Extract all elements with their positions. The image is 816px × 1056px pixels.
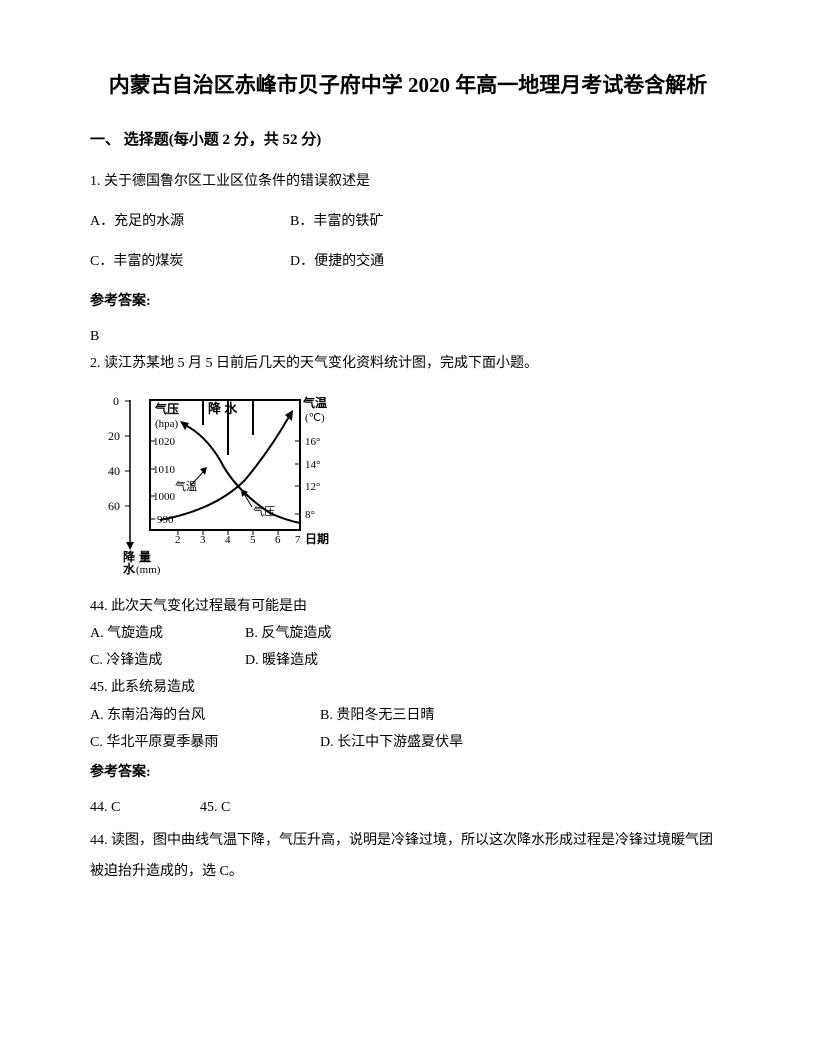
ptick-1020: 1020 bbox=[153, 436, 176, 448]
ttick-12: 12° bbox=[305, 481, 320, 493]
temp-curve-label: 气温 bbox=[175, 479, 197, 493]
q1-opt-c: C．丰富的煤炭 bbox=[90, 249, 290, 274]
ptick-990: 990 bbox=[157, 514, 174, 526]
q1-opt-a: A．充足的水源 bbox=[90, 209, 290, 234]
q2-text: 2. 读江苏某地 5 月 5 日前后几天的天气变化资料统计图，完成下面小题。 bbox=[90, 351, 726, 376]
tick-40: 40 bbox=[108, 464, 120, 478]
q1-options-row2: C．丰富的煤炭 D．便捷的交通 bbox=[90, 249, 726, 274]
tick-20: 20 bbox=[108, 429, 120, 443]
ans-45: 45. C bbox=[200, 795, 310, 820]
xtick-3: 3 bbox=[200, 534, 206, 546]
ttick-16: 16° bbox=[305, 436, 320, 448]
temp-unit: (℃) bbox=[305, 412, 325, 424]
xtick-5: 5 bbox=[250, 534, 256, 546]
precip-unit: (mm) bbox=[136, 564, 161, 575]
xtick-2: 2 bbox=[175, 534, 181, 546]
tick-0: 0 bbox=[113, 394, 119, 408]
weather-chart: 0 20 40 60 降 水 量 (mm) 气压 (hpa) 1020 1010… bbox=[95, 385, 345, 575]
ttick-14: 14° bbox=[305, 459, 320, 471]
q45-a: A. 东南沿海的台风 bbox=[90, 703, 320, 728]
q44-c: C. 冷锋造成 bbox=[90, 648, 245, 673]
q1-answer-value: B bbox=[90, 324, 726, 349]
ptick-1010: 1010 bbox=[153, 464, 176, 476]
ans-44: 44. C bbox=[90, 795, 200, 820]
q45-opts-row1: A. 东南沿海的台风 B. 贵阳冬无三日晴 bbox=[90, 703, 726, 728]
pressure-curve-label: 气压 bbox=[253, 504, 275, 518]
pressure-unit: (hpa) bbox=[155, 418, 179, 430]
section-header: 一、 选择题(每小题 2 分，共 52 分) bbox=[90, 127, 726, 154]
ptick-1000: 1000 bbox=[153, 491, 176, 503]
ttick-8: 8° bbox=[305, 509, 315, 521]
pressure-axis-label: 气压 bbox=[154, 401, 179, 416]
tick-60: 60 bbox=[108, 499, 120, 513]
q1-text: 1. 关于德国鲁尔区工业区位条件的错误叙述是 bbox=[90, 169, 726, 194]
xtick-6: 6 bbox=[275, 534, 281, 546]
q44-opts-row1: A. 气旋造成 B. 反气旋造成 bbox=[90, 621, 726, 646]
q2-answers: 44. C 45. C bbox=[90, 795, 726, 820]
xtick-7: 7 bbox=[295, 534, 301, 546]
q44-a: A. 气旋造成 bbox=[90, 621, 245, 646]
q45-opts-row2: C. 华北平原夏季暴雨 D. 长江中下游盛夏伏旱 bbox=[90, 730, 726, 755]
q44-d: D. 暖锋造成 bbox=[245, 648, 400, 673]
q1-opt-b: B．丰富的铁矿 bbox=[290, 209, 490, 234]
q1-options-row1: A．充足的水源 B．丰富的铁矿 bbox=[90, 209, 726, 234]
precip-label-3: 量 bbox=[139, 550, 151, 564]
temp-axis-label: 气温 bbox=[302, 395, 327, 410]
q1-opt-d: D．便捷的交通 bbox=[290, 249, 490, 274]
q1-answer-label: 参考答案: bbox=[90, 289, 726, 314]
q45-d: D. 长江中下游盛夏伏旱 bbox=[320, 730, 550, 755]
q45-c: C. 华北平原夏季暴雨 bbox=[90, 730, 320, 755]
exam-title: 内蒙古自治区赤峰市贝子府中学 2020 年高一地理月考试卷含解析 bbox=[90, 70, 726, 102]
q2-answer-label: 参考答案: bbox=[90, 760, 726, 785]
xtick-4: 4 bbox=[225, 534, 231, 546]
precip-label-2: 水 bbox=[123, 561, 136, 575]
explanation-44: 44. 读图，图中曲线气温下降，气压升高，说明是冷锋过境，所以这次降水形成过程是… bbox=[90, 826, 726, 888]
x-axis-label: 日期 bbox=[305, 531, 329, 546]
q45-b: B. 贵阳冬无三日晴 bbox=[320, 703, 550, 728]
q44-b: B. 反气旋造成 bbox=[245, 621, 400, 646]
q45-text: 45. 此系统易造成 bbox=[90, 675, 726, 700]
q44-text: 44. 此次天气变化过程最有可能是由 bbox=[90, 594, 726, 619]
q44-opts-row2: C. 冷锋造成 D. 暖锋造成 bbox=[90, 648, 726, 673]
precip-top-label: 降 水 bbox=[208, 401, 238, 416]
